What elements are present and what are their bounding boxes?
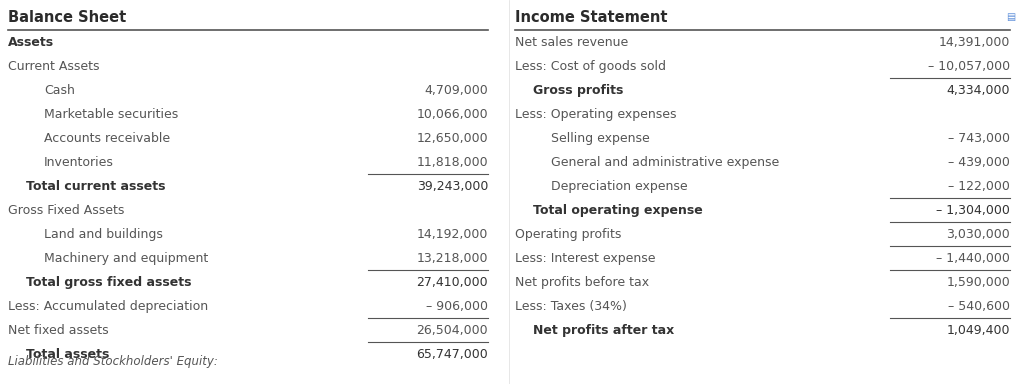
Text: 14,391,000: 14,391,000 xyxy=(939,36,1010,49)
Text: Depreciation expense: Depreciation expense xyxy=(551,180,688,193)
Text: Gross profits: Gross profits xyxy=(534,84,624,97)
Text: Cash: Cash xyxy=(44,84,75,97)
Text: Inventories: Inventories xyxy=(44,156,114,169)
Text: Assets: Assets xyxy=(8,36,54,49)
Text: – 906,000: – 906,000 xyxy=(426,300,488,313)
Text: Less: Accumulated depreciation: Less: Accumulated depreciation xyxy=(8,300,208,313)
Text: Machinery and equipment: Machinery and equipment xyxy=(44,252,208,265)
Text: – 10,057,000: – 10,057,000 xyxy=(928,60,1010,73)
Text: Net fixed assets: Net fixed assets xyxy=(8,324,109,337)
Text: – 122,000: – 122,000 xyxy=(948,180,1010,193)
Text: – 1,440,000: – 1,440,000 xyxy=(936,252,1010,265)
Text: 26,504,000: 26,504,000 xyxy=(417,324,488,337)
Text: 13,218,000: 13,218,000 xyxy=(417,252,488,265)
Text: 12,650,000: 12,650,000 xyxy=(417,132,488,145)
Text: Total assets: Total assets xyxy=(26,348,110,361)
Text: General and administrative expense: General and administrative expense xyxy=(551,156,779,169)
Text: Less: Operating expenses: Less: Operating expenses xyxy=(515,108,677,121)
Text: – 743,000: – 743,000 xyxy=(948,132,1010,145)
Text: Total gross fixed assets: Total gross fixed assets xyxy=(26,276,191,289)
Text: Net sales revenue: Net sales revenue xyxy=(515,36,629,49)
Text: – 439,000: – 439,000 xyxy=(948,156,1010,169)
Text: 11,818,000: 11,818,000 xyxy=(417,156,488,169)
Text: ▤: ▤ xyxy=(1006,12,1015,22)
Text: – 1,304,000: – 1,304,000 xyxy=(936,204,1010,217)
Text: Accounts receivable: Accounts receivable xyxy=(44,132,170,145)
Text: Net profits after tax: Net profits after tax xyxy=(534,324,674,337)
Text: Marketable securities: Marketable securities xyxy=(44,108,178,121)
Text: Less: Taxes (34%): Less: Taxes (34%) xyxy=(515,300,627,313)
Text: 14,192,000: 14,192,000 xyxy=(417,228,488,241)
Text: Current Assets: Current Assets xyxy=(8,60,99,73)
Text: 3,030,000: 3,030,000 xyxy=(946,228,1010,241)
Text: Less: Cost of goods sold: Less: Cost of goods sold xyxy=(515,60,666,73)
Text: Total operating expense: Total operating expense xyxy=(534,204,702,217)
Text: Operating profits: Operating profits xyxy=(515,228,622,241)
Text: Land and buildings: Land and buildings xyxy=(44,228,163,241)
Text: 39,243,000: 39,243,000 xyxy=(417,180,488,193)
Text: Net profits before tax: Net profits before tax xyxy=(515,276,649,289)
Text: 10,066,000: 10,066,000 xyxy=(417,108,488,121)
Text: 1,590,000: 1,590,000 xyxy=(946,276,1010,289)
Text: Income Statement: Income Statement xyxy=(515,10,668,25)
Text: 4,709,000: 4,709,000 xyxy=(424,84,488,97)
Text: Total current assets: Total current assets xyxy=(26,180,166,193)
Text: 1,049,400: 1,049,400 xyxy=(946,324,1010,337)
Text: 27,410,000: 27,410,000 xyxy=(417,276,488,289)
Text: Gross Fixed Assets: Gross Fixed Assets xyxy=(8,204,124,217)
Text: – 540,600: – 540,600 xyxy=(948,300,1010,313)
Text: Selling expense: Selling expense xyxy=(551,132,650,145)
Text: 4,334,000: 4,334,000 xyxy=(946,84,1010,97)
Text: Liabilities and Stockholders' Equity:: Liabilities and Stockholders' Equity: xyxy=(8,355,218,368)
Text: Balance Sheet: Balance Sheet xyxy=(8,10,126,25)
Text: Less: Interest expense: Less: Interest expense xyxy=(515,252,655,265)
Text: 65,747,000: 65,747,000 xyxy=(416,348,488,361)
